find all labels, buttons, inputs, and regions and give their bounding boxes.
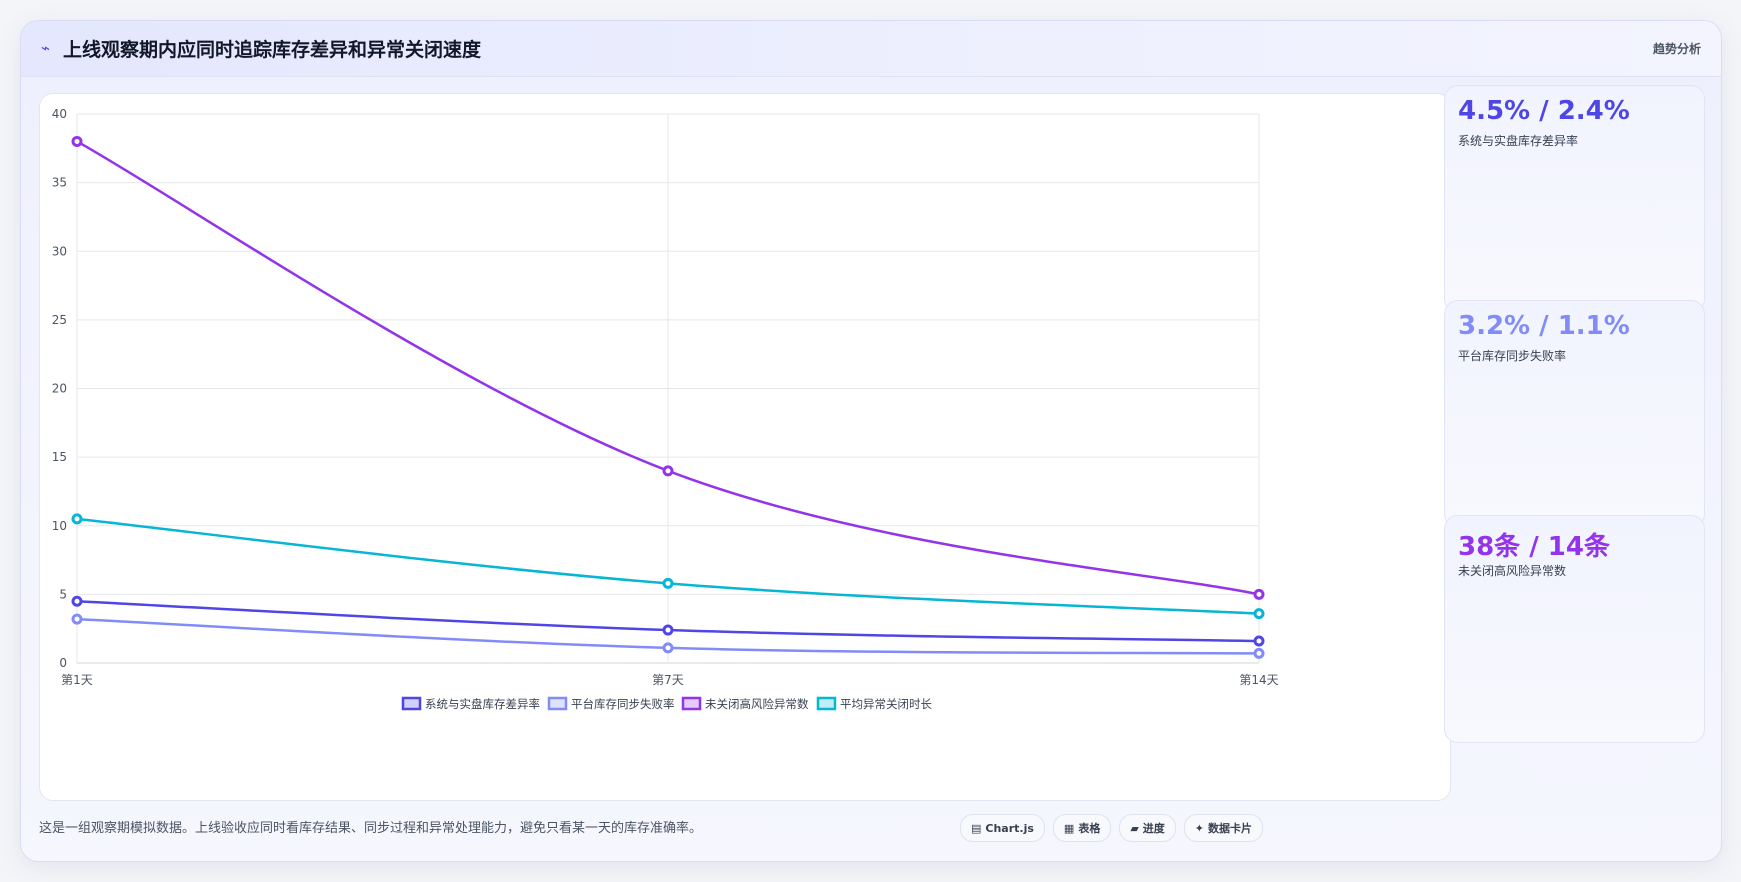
legend-label: 系统与实盘库存差异率 [425, 697, 540, 711]
table-icon: ▦ [1063, 821, 1075, 835]
pill-label: Chart.js [985, 821, 1034, 835]
data-point [662, 577, 674, 589]
legend-label: 平均异常关闭时长 [840, 697, 932, 711]
data-point [1253, 635, 1265, 647]
chart-line-icon: ⌁ [41, 39, 51, 57]
y-tick-label: 15 [52, 450, 67, 464]
progress-icon: ▰ [1130, 821, 1139, 835]
y-tick-label: 35 [52, 176, 67, 190]
stat-label: 未关闭高风险异常数 [1458, 564, 1567, 578]
legend-label: 未关闭高风险异常数 [705, 697, 809, 711]
stat-card-inventory-diff: 4.5% / 2.4% 系统与实盘库存差异率 [1444, 85, 1705, 313]
legend-swatch [681, 696, 702, 711]
legend-label: 平台库存同步失败率 [571, 697, 675, 711]
card-header: ⌁ 上线观察期内应同时追踪库存差异和异常关闭速度 趋势分析 [21, 21, 1721, 77]
pill-label: 数据卡片 [1208, 822, 1253, 835]
chart-panel: 0 5 10 15 20 25 30 35 40 第1天 第7天 第14天系统与实盘库存差异率 平台库存… [39, 93, 1451, 801]
y-tick-label: 40 [52, 107, 67, 121]
x-tick-label: 第14天 [1239, 673, 1278, 687]
stat-value: 4.5% / 2.4% [1458, 96, 1630, 126]
data-point [662, 642, 674, 654]
card-title: 上线观察期内应同时追踪库存差异和异常关闭速度 [63, 39, 482, 61]
pill-data-cards[interactable]: ✦ 数据卡片 [1183, 814, 1264, 842]
trend-card: ⌁ 上线观察期内应同时追踪库存差异和异常关闭速度 趋势分析 0 5 10 15 20 25… [20, 20, 1722, 862]
x-tick-label: 第1天 [61, 673, 93, 687]
stat-card-open-exceptions: 38条 / 14条 未关闭高风险异常数 [1444, 515, 1705, 743]
data-point [1253, 647, 1265, 659]
pill-label: 进度 [1142, 822, 1165, 835]
category-tag: 趋势分析 [1652, 42, 1701, 56]
stat-label: 平台库存同步失败率 [1458, 349, 1567, 363]
data-point [71, 595, 83, 607]
x-tick-label: 第7天 [652, 673, 684, 687]
stat-value: 38条 / 14条 [1458, 532, 1610, 562]
data-point [662, 624, 674, 636]
pill-chartjs[interactable]: ▤ Chart.js [960, 814, 1045, 842]
data-point [1253, 588, 1265, 600]
pill-progress[interactable]: ▰ 进度 [1119, 814, 1176, 842]
chart-icon: ▤ [971, 821, 982, 835]
stat-value: 3.2% / 1.1% [1458, 311, 1630, 341]
y-tick-label: 20 [52, 382, 67, 396]
data-point [71, 513, 83, 525]
legend-swatch [547, 696, 568, 711]
sparkle-icon: ✦ [1194, 821, 1205, 835]
y-tick-label: 30 [52, 244, 67, 258]
data-point [1253, 608, 1265, 620]
legend-swatch [816, 696, 837, 711]
data-point [71, 135, 83, 147]
pill-label: 表格 [1078, 822, 1101, 835]
footer-note: 这是一组观察期模拟数据。上线验收应同时看库存结果、同步过程和异常处理能力，避免只… [39, 821, 703, 836]
view-switcher: ▤ Chart.js ▦ 表格 ▰ 进度 ✦ 数据卡片 [960, 814, 1264, 842]
stat-label: 系统与实盘库存差异率 [1458, 134, 1579, 148]
pill-table[interactable]: ▦ 表格 [1052, 814, 1112, 842]
stat-card-sync-failure: 3.2% / 1.1% 平台库存同步失败率 [1444, 300, 1705, 528]
y-tick-label: 25 [52, 313, 67, 327]
legend-swatch [401, 696, 422, 711]
y-tick-label: 5 [59, 587, 67, 601]
data-point [71, 613, 83, 625]
y-tick-label: 0 [59, 656, 67, 670]
data-point [662, 465, 674, 477]
y-tick-label: 10 [52, 519, 67, 533]
